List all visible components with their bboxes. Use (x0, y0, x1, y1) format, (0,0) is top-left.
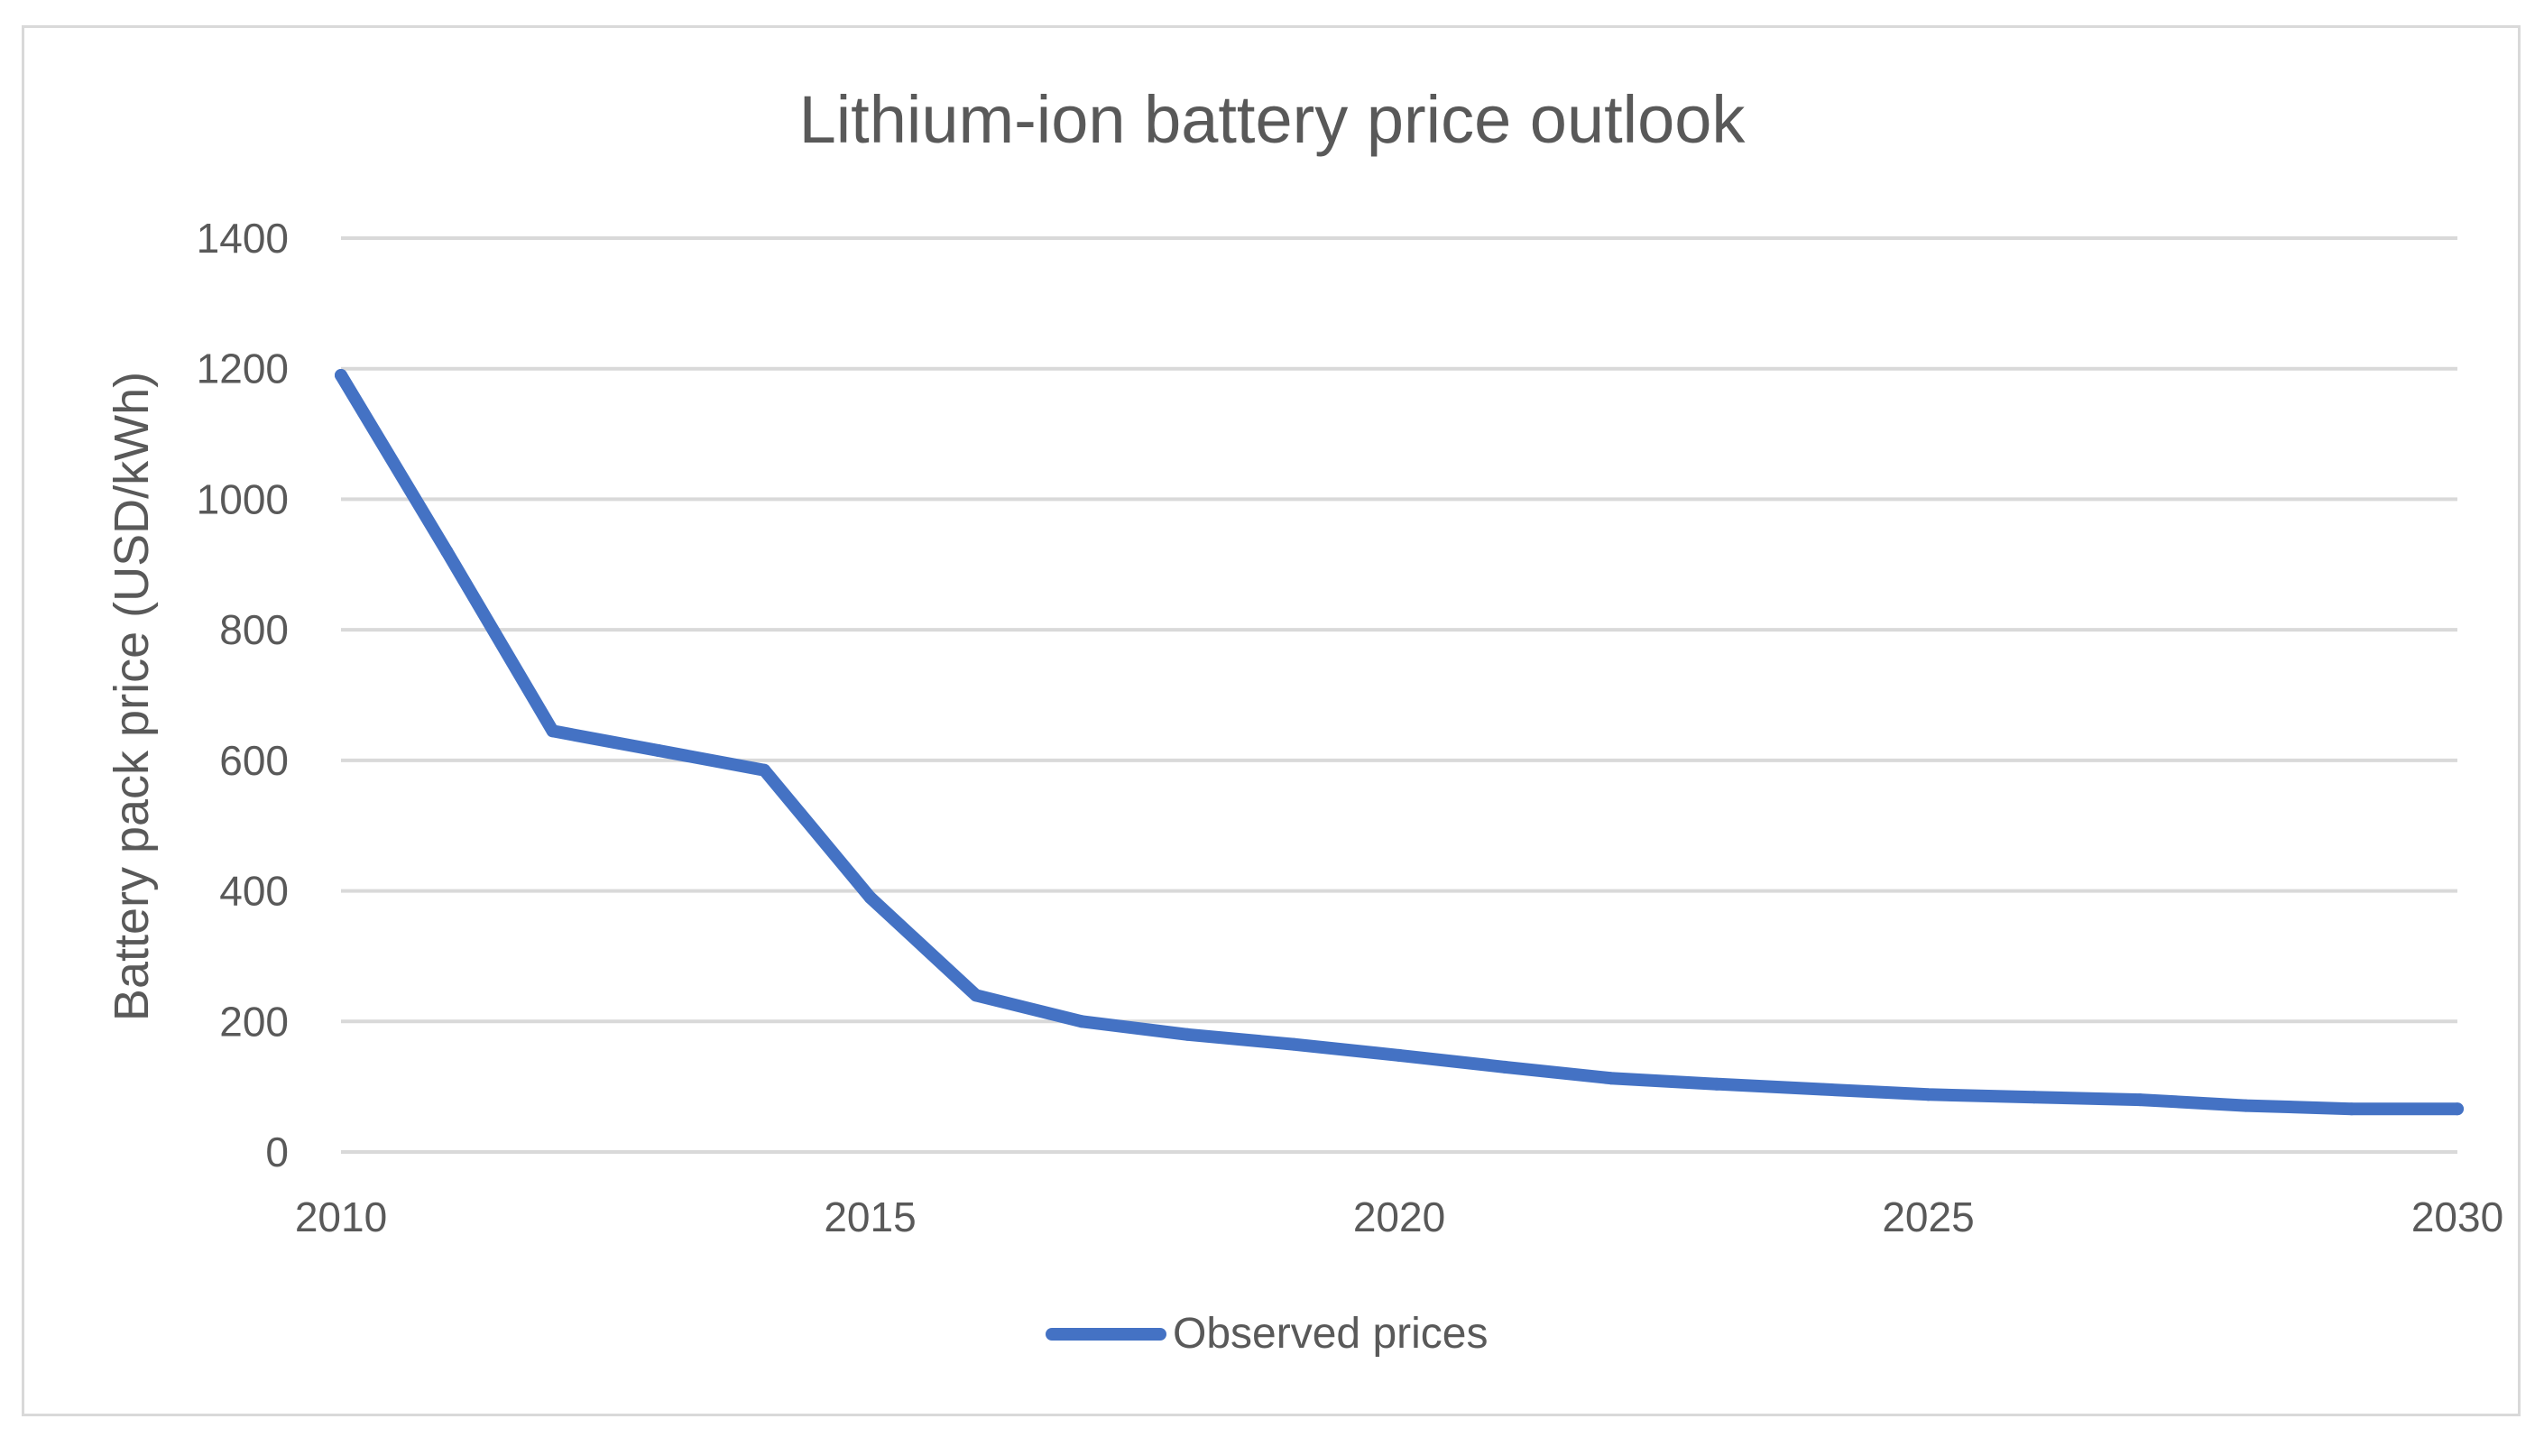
data-point (1604, 1072, 1618, 1085)
data-point (2027, 1091, 2041, 1104)
data-point (546, 724, 559, 738)
x-tick-label: 2010 (295, 1193, 387, 1240)
data-point (335, 368, 347, 382)
x-tick-label: 2025 (1882, 1193, 1974, 1240)
x-tick-label: 2020 (1353, 1193, 1445, 1240)
data-point (758, 763, 771, 777)
x-tick-label: 2015 (824, 1193, 916, 1240)
series-line-observed-prices (335, 369, 2464, 1116)
data-point (440, 545, 454, 558)
gridlines (341, 236, 2457, 1154)
chart-frame (22, 25, 2521, 1416)
data-point (1286, 1037, 1300, 1051)
data-point (863, 890, 877, 904)
legend-label-observed-prices: Observed prices (1173, 1310, 1488, 1358)
data-point (2134, 1093, 2147, 1107)
data-point (1498, 1060, 1512, 1074)
y-tick-label: 400 (219, 868, 289, 915)
chart-title: Lithium-ion battery price outlook (799, 82, 1747, 157)
legend: Observed prices (1046, 1310, 1488, 1358)
data-point (651, 744, 665, 758)
data-point (1181, 1027, 1194, 1041)
data-point (1922, 1088, 1935, 1101)
data-point (2451, 1102, 2464, 1116)
y-axis-title: Battery pack price (USD/kWh) (105, 372, 159, 1021)
y-tick-label: 0 (265, 1129, 289, 1175)
y-tick-label: 1000 (197, 475, 289, 522)
y-tick-label: 1200 (197, 346, 289, 392)
x-axis-ticks: 2010 2015 2020 2025 2030 (295, 1193, 2503, 1240)
y-tick-label: 600 (219, 737, 289, 784)
y-axis-ticks: 0 200 400 600 800 1000 1200 1400 (197, 215, 289, 1175)
data-point (1710, 1077, 1723, 1091)
data-point (1075, 1015, 1089, 1028)
y-tick-label: 800 (219, 606, 289, 653)
y-tick-label: 200 (219, 998, 289, 1045)
y-tick-label: 1400 (197, 215, 289, 262)
data-point (1393, 1048, 1406, 1062)
data-point (969, 989, 982, 1002)
data-point (2239, 1099, 2253, 1112)
data-point (1816, 1083, 1830, 1096)
series-layer (335, 368, 2464, 1116)
x-tick-label: 2030 (2411, 1193, 2503, 1240)
data-point (2345, 1102, 2358, 1116)
